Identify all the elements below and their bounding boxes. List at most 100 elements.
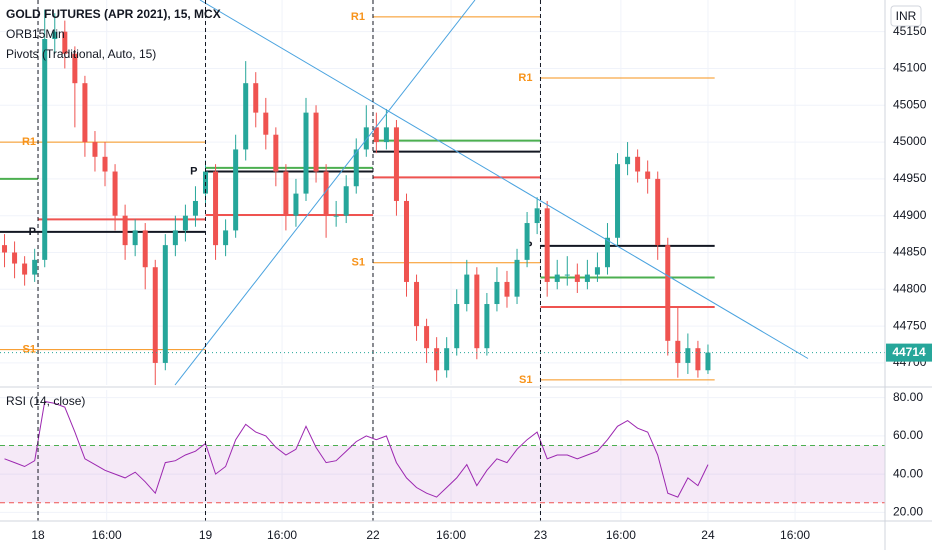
candle-body — [12, 252, 18, 264]
candle-body — [283, 171, 289, 216]
y-tick-label: 45100 — [893, 61, 927, 75]
candle-body — [675, 340, 681, 363]
x-tick-label: 19 — [199, 528, 213, 542]
candle-body — [514, 259, 520, 297]
candle-body — [635, 156, 641, 172]
y-tick-label: 44950 — [893, 171, 927, 185]
y-tick-label: 44900 — [893, 208, 927, 222]
candle-body — [102, 156, 108, 172]
candle-body — [343, 186, 349, 216]
y-tick-label: 45000 — [893, 134, 927, 148]
candle-body — [92, 142, 98, 157]
x-tick-label: 16:00 — [780, 528, 810, 542]
candle-body — [213, 171, 219, 246]
level-label: R1 — [518, 72, 532, 84]
candle-body — [82, 83, 88, 143]
currency-box[interactable] — [890, 5, 922, 27]
rsi-line — [4, 400, 709, 498]
candle-body — [273, 134, 279, 172]
indicator-label: Pivots (Traditional, Auto, 15) — [6, 47, 156, 61]
candle-body — [132, 230, 138, 246]
x-tick-label: 24 — [701, 528, 715, 542]
rsi-band — [0, 445, 885, 503]
candle-body — [524, 223, 530, 260]
x-tick-label: 22 — [366, 528, 380, 542]
candle-body — [393, 127, 399, 201]
y-tick-label: 45050 — [893, 97, 927, 111]
candle-body — [32, 259, 38, 275]
rsi-tick-label: 20.00 — [893, 505, 923, 519]
candle-body — [444, 348, 450, 371]
candle-body — [223, 230, 229, 246]
candle-body — [584, 274, 590, 282]
candle-body — [313, 112, 319, 172]
candle-body — [655, 178, 661, 246]
candle-body — [695, 348, 701, 371]
candle-body — [534, 208, 540, 224]
candle-body — [52, 31, 58, 40]
level-label: S1 — [352, 257, 365, 269]
candle-body — [604, 237, 610, 268]
rsi-pane — [0, 390, 885, 520]
candle-body — [464, 274, 470, 305]
candle-body — [233, 149, 239, 231]
candle-body — [574, 274, 580, 282]
candle-body — [122, 215, 128, 246]
currency: INR — [896, 9, 917, 23]
candle-body — [353, 149, 359, 187]
candle-body — [333, 215, 339, 217]
price-pane: R1PS1PR1S1R1PS1 — [0, 0, 885, 386]
x-tick-label: 16:00 — [436, 528, 466, 542]
candle-body — [172, 230, 178, 246]
candle-body — [414, 281, 420, 327]
indicator-label: ORB15Min — [6, 27, 65, 41]
candle-body — [544, 208, 550, 282]
candle-body — [494, 281, 500, 305]
level-label: S1 — [519, 374, 532, 386]
y-tick-label: 44800 — [893, 281, 927, 295]
last-price-box — [886, 343, 932, 362]
chart-title: GOLD FUTURES (APR 2021), 15, MCX — [6, 7, 221, 21]
candle-body — [2, 245, 8, 253]
x-tick-label: 16:00 — [606, 528, 636, 542]
candle-body — [263, 112, 269, 135]
candle-body — [484, 304, 490, 349]
candle-body — [192, 200, 198, 216]
candle-body — [665, 245, 671, 341]
candle-body — [564, 274, 570, 276]
candle-body — [685, 348, 691, 363]
y-tick-label: 44750 — [893, 318, 927, 332]
candle-body — [42, 39, 48, 260]
candle-body — [454, 304, 460, 349]
rsi-tick-label: 80.00 — [893, 390, 923, 404]
level-label: S1 — [23, 344, 36, 356]
candle-body — [594, 267, 600, 275]
candle-body — [474, 274, 480, 349]
candle-body — [403, 200, 409, 282]
candle-body — [705, 352, 711, 371]
candle-body — [645, 171, 651, 179]
level-label: R1 — [22, 136, 36, 148]
candle-body — [293, 193, 299, 216]
candle-body — [434, 348, 440, 371]
candle-body — [424, 326, 430, 349]
candle-body — [625, 156, 631, 165]
candle-body — [383, 127, 389, 143]
level-label: P — [190, 165, 197, 177]
y-tick-label: 44850 — [893, 245, 927, 259]
candle-body — [504, 281, 510, 297]
candle-body — [615, 164, 621, 238]
candle-body — [243, 83, 249, 150]
candle-body — [363, 127, 369, 150]
candle-body — [22, 263, 28, 275]
candle-body — [142, 230, 148, 268]
x-tick-label: 16:00 — [92, 528, 122, 542]
candle-body — [373, 127, 379, 143]
rsi-title: RSI (14, close) — [6, 394, 85, 408]
x-tick-label: 23 — [534, 528, 548, 542]
candle-body — [303, 112, 309, 194]
last-price-label: 44714 — [892, 345, 926, 359]
rsi-tick-label: 40.00 — [893, 466, 923, 480]
